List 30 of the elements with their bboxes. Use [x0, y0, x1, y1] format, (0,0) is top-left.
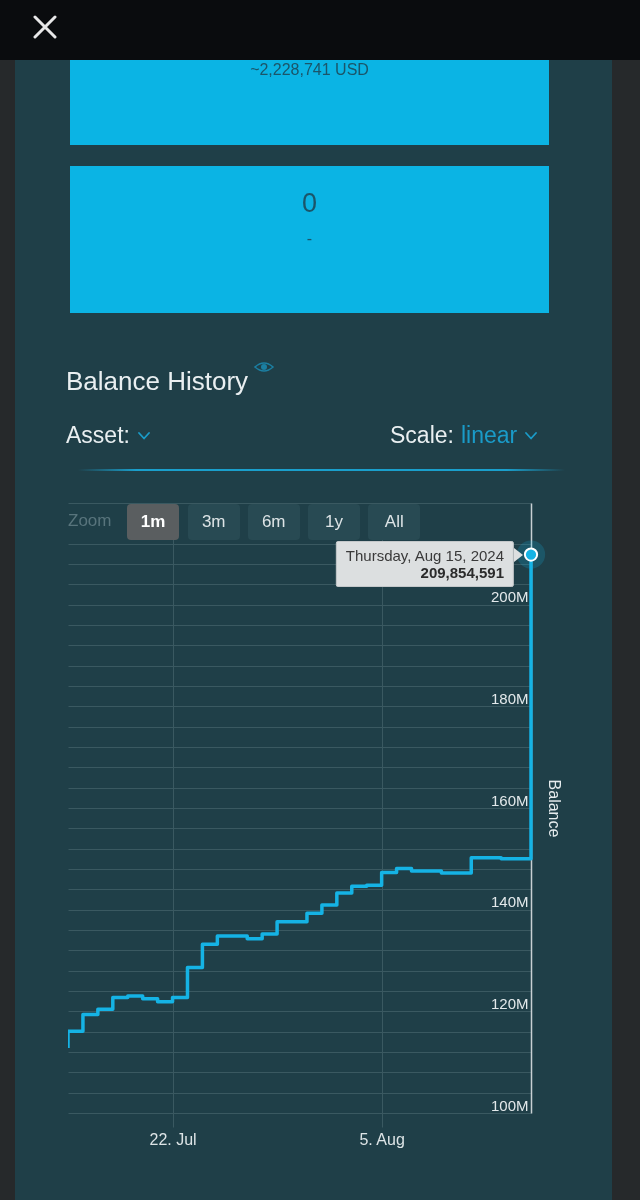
text: Asset:	[66, 422, 130, 448]
y-tick-label: 180M	[490, 689, 529, 707]
chart-title: Balance History	[66, 366, 249, 396]
x-tick-label: 22. Jul	[149, 1130, 197, 1148]
y-axis-title: Balance	[545, 779, 563, 838]
text: -	[306, 230, 313, 248]
x-tick-label: 5. Aug	[359, 1130, 405, 1148]
y-tick-label: 100M	[490, 1096, 529, 1114]
y-tick-label: 120M	[490, 994, 529, 1012]
text: ~2,228,741 USD	[250, 61, 369, 79]
tooltip: Thursday, Aug 15, 2024 209,854,591	[335, 541, 514, 588]
text: linear	[461, 422, 518, 448]
text: 0	[301, 188, 318, 218]
zoom-button: 6m	[247, 504, 300, 540]
annotation: 1m	[140, 512, 166, 532]
zoom-button: 1m	[127, 504, 179, 540]
y-tick-label: 160M	[490, 791, 529, 809]
annotation: Thursday, Aug 15, 2024	[345, 547, 504, 565]
zoom-button: 3m	[187, 504, 240, 540]
zoom-button: 1y	[308, 504, 360, 540]
y-tick-label: 200M	[490, 588, 529, 606]
text: Scale:	[390, 422, 454, 448]
annotation: 3m	[201, 512, 226, 532]
annotation: 1y	[325, 512, 343, 532]
zoom-button: All	[368, 504, 421, 540]
annotation: 209,854,591	[419, 564, 504, 582]
annotation: 6m	[261, 512, 286, 532]
annotation: All	[384, 512, 404, 532]
y-tick-label: 140M	[490, 893, 529, 911]
annotation: Zoom	[68, 511, 112, 531]
